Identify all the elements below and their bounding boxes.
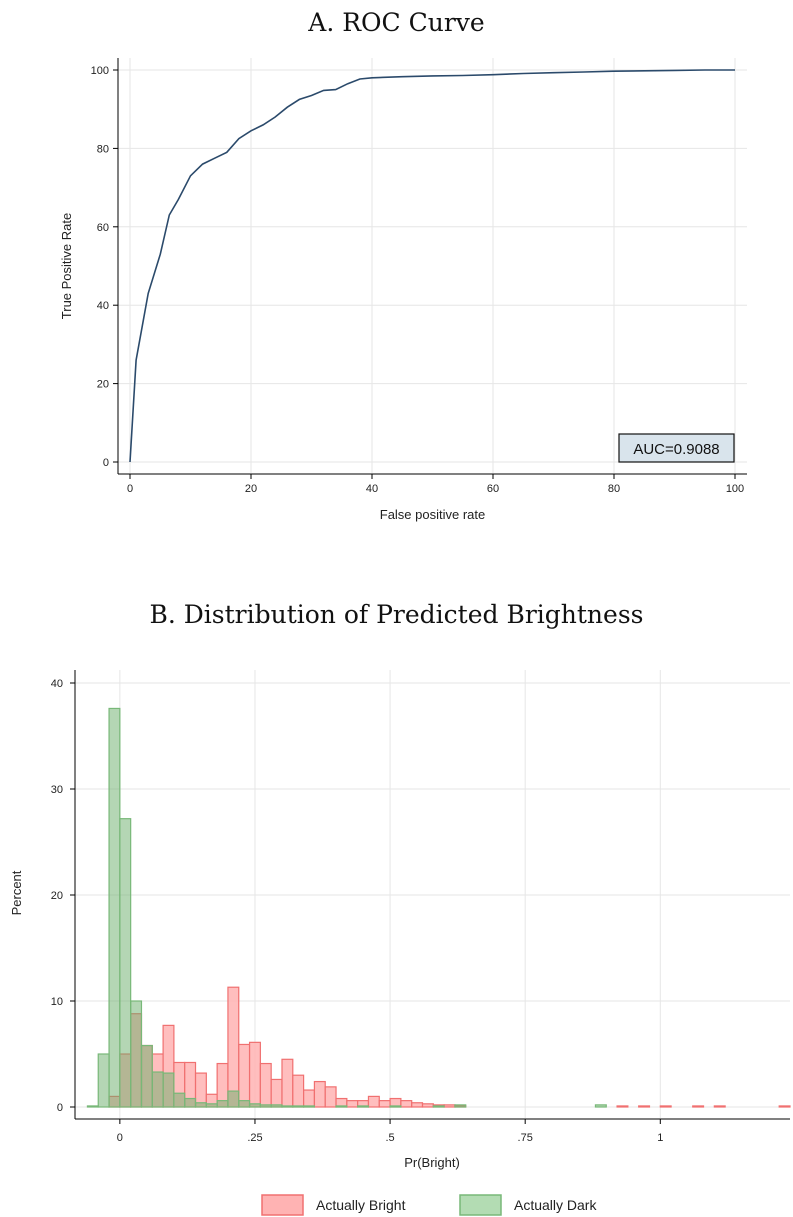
bright-bar xyxy=(692,1105,705,1108)
dark-bar xyxy=(389,1105,402,1108)
dark-bar xyxy=(248,1103,261,1108)
dark-bar xyxy=(205,1103,218,1108)
bright-bar xyxy=(616,1105,629,1108)
dark-bar xyxy=(216,1100,229,1108)
roc-y-axis-label: True Positive Rate xyxy=(59,213,74,319)
bright-bar xyxy=(270,1078,283,1108)
dark-bar xyxy=(140,1044,153,1108)
histogram-chart-title: B. Distribution of Predicted Brightness xyxy=(149,600,644,629)
dark-bar xyxy=(335,1105,348,1108)
dark-bar xyxy=(357,1105,370,1108)
dark-bar xyxy=(151,1071,164,1108)
roc-x-tick-label: 40 xyxy=(366,483,378,495)
dark-bar xyxy=(594,1104,607,1108)
hist-y-tick-label: 10 xyxy=(51,996,63,1008)
bright-bar xyxy=(400,1100,413,1108)
dark-bar xyxy=(162,1072,175,1108)
bright-bar xyxy=(778,1105,791,1108)
bright-bar xyxy=(194,1072,207,1108)
dark-bar xyxy=(432,1105,445,1108)
bright-bar xyxy=(421,1103,434,1108)
dark-bar xyxy=(86,1105,99,1108)
dark-bar xyxy=(108,707,121,1108)
hist-x-tick-label: .25 xyxy=(247,1132,262,1144)
hist-x-tick-label: 1 xyxy=(657,1132,663,1144)
roc-chart-title: A. ROC Curve xyxy=(308,8,485,37)
bright-bar xyxy=(659,1105,672,1108)
roc-y-tick-label: 20 xyxy=(97,379,109,391)
dark-bar xyxy=(194,1102,207,1108)
hist-y-tick-label: 0 xyxy=(57,1102,63,1114)
dark-bar xyxy=(292,1105,305,1108)
dark-bar xyxy=(184,1097,197,1108)
bright-bar xyxy=(248,1041,261,1108)
bright-bar xyxy=(638,1105,651,1108)
bright-bar xyxy=(292,1074,305,1108)
bright-bar xyxy=(238,1043,251,1108)
roc-x-tick-label: 0 xyxy=(127,483,133,495)
bright-bar xyxy=(443,1104,456,1108)
dark-bar xyxy=(119,818,132,1108)
bright-bar xyxy=(324,1086,337,1108)
legend-label-dark: Actually Dark xyxy=(514,1197,597,1213)
dark-bar xyxy=(130,1000,143,1108)
roc-x-axis-label: False positive rate xyxy=(380,507,486,522)
bright-bar xyxy=(713,1105,726,1108)
dark-bar xyxy=(281,1105,294,1108)
roc-y-tick-label: 80 xyxy=(97,143,109,155)
bright-bar xyxy=(313,1080,326,1108)
bright-bar xyxy=(281,1058,294,1108)
bright-bar xyxy=(378,1100,391,1108)
bright-bar xyxy=(259,1062,272,1108)
legend-swatch-bright xyxy=(261,1194,304,1216)
hist-x-tick-label: .75 xyxy=(518,1132,533,1144)
hist-y-tick-label: 20 xyxy=(51,890,63,902)
bright-bar xyxy=(411,1102,424,1108)
hist-y-tick-label: 40 xyxy=(51,678,63,690)
legend-swatch-dark xyxy=(459,1194,502,1216)
roc-x-tick-label: 80 xyxy=(608,483,620,495)
dark-bar xyxy=(303,1105,316,1108)
hist-x-tick-label: .5 xyxy=(385,1132,394,1144)
auc-annotation-box xyxy=(618,433,735,463)
bright-bar xyxy=(227,986,240,1108)
roc-x-tick-label: 60 xyxy=(487,483,499,495)
legend-label-bright: Actually Bright xyxy=(316,1197,406,1213)
roc-x-tick-label: 100 xyxy=(726,483,744,495)
roc-y-tick-label: 60 xyxy=(97,222,109,234)
hist-x-tick-label: 0 xyxy=(117,1132,123,1144)
roc-curve-line xyxy=(129,69,735,463)
dark-bar xyxy=(97,1053,110,1108)
dark-bar xyxy=(173,1092,186,1108)
dark-bar xyxy=(238,1100,251,1108)
bright-bar xyxy=(303,1089,316,1108)
dark-bar xyxy=(259,1104,272,1108)
hist-y-tick-label: 30 xyxy=(51,784,63,796)
bright-bar xyxy=(346,1100,359,1108)
roc-y-tick-label: 40 xyxy=(97,300,109,312)
dark-bar xyxy=(227,1090,240,1108)
dark-bar xyxy=(454,1104,467,1108)
hist-y-axis-label: Percent xyxy=(9,870,24,915)
roc-x-tick-label: 20 xyxy=(245,483,257,495)
roc-y-tick-label: 0 xyxy=(103,457,109,469)
bright-bar xyxy=(367,1095,380,1108)
roc-y-tick-label: 100 xyxy=(91,65,109,77)
dark-bar xyxy=(270,1104,283,1108)
hist-x-axis-label: Pr(Bright) xyxy=(404,1155,460,1170)
auc-annotation-text: AUC=0.9088 xyxy=(633,441,719,458)
